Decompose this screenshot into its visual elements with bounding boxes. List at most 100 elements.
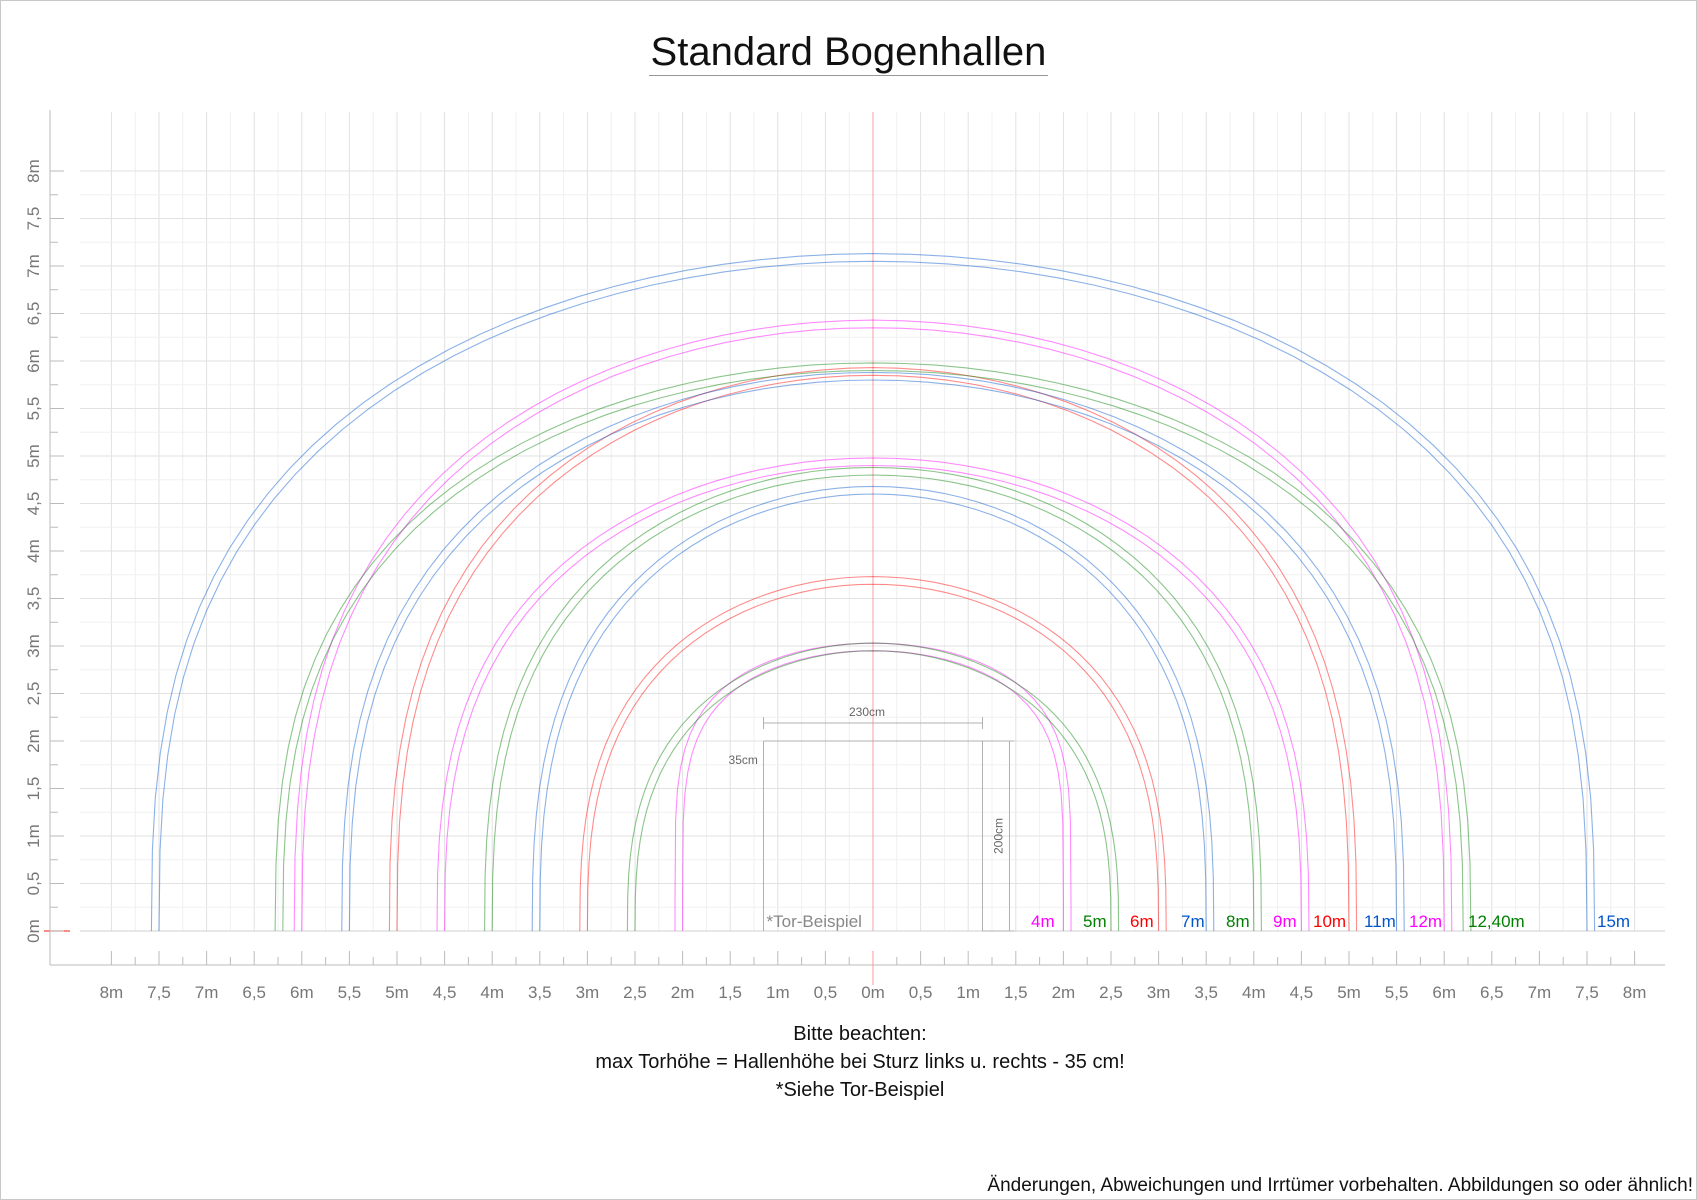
y-tick-label: 2m <box>24 729 43 753</box>
arch-line <box>396 374 1350 932</box>
x-tick-label: 0m <box>861 983 885 1002</box>
x-tick-label: 5,5 <box>1385 983 1409 1002</box>
x-tick-label: 7,5 <box>147 983 171 1002</box>
y-tick-label: 3m <box>24 634 43 658</box>
arch-line <box>282 369 1464 932</box>
x-tick-label: 1,5 <box>718 983 742 1002</box>
x-tick-label: 6m <box>1432 983 1456 1002</box>
arch-10m <box>388 367 1358 932</box>
arch-5m <box>626 642 1120 932</box>
x-tick-label: 6,5 <box>1480 983 1504 1002</box>
arch-line <box>301 327 1445 932</box>
x-tick-label: 8m <box>1623 983 1647 1002</box>
y-tick-label: 5,5 <box>24 397 43 421</box>
arch-8m <box>484 466 1262 932</box>
legend-label: 15m <box>1597 912 1630 931</box>
arch-chart: 8m 7,5 7m 6,5 6m 5,5 5m 4,5 4m 3,5 3m 2,5 2m 1,5 1m 0,5… <box>24 110 1665 1002</box>
door-width-label: 230cm <box>849 705 885 719</box>
y-tick-label: 4m <box>24 539 43 563</box>
x-tick-label: 7m <box>1528 983 1552 1002</box>
legend-label: 5m <box>1083 912 1107 931</box>
legend-label: 12m <box>1409 912 1442 931</box>
arch-line <box>348 379 1398 932</box>
y-tick-label: 6m <box>24 349 43 373</box>
arch-series <box>150 253 1596 932</box>
y-tick-label: 5m <box>24 444 43 468</box>
axes <box>44 110 1665 985</box>
y-tick-label: 4,5 <box>24 492 43 516</box>
arch-line <box>150 253 1596 932</box>
arch-line <box>586 583 1160 932</box>
x-tick-label: 0,5 <box>814 983 838 1002</box>
arch-line <box>634 650 1112 932</box>
y-tick-label: 0m <box>24 919 43 943</box>
door-example-label: *Tor-Beispiel <box>767 912 862 931</box>
x-tick-label: 8m <box>100 983 124 1002</box>
arch-9m <box>436 457 1310 932</box>
note-line-1: Bitte beachten: <box>793 1023 927 1045</box>
door-height-label: 200cm <box>991 818 1005 854</box>
arch-line <box>436 457 1310 932</box>
arch-7m <box>531 485 1215 932</box>
note-line-3: *Siehe Tor-Beispiel <box>775 1079 945 1101</box>
x-tick-label: 7,5 <box>1575 983 1599 1002</box>
x-tick-label: 2,5 <box>623 983 647 1002</box>
arch-line <box>388 367 1358 932</box>
arch-line <box>579 576 1167 932</box>
y-tick-label: 7,5 <box>24 207 43 231</box>
legend-label: 11m <box>1364 912 1396 931</box>
y-tick-label: 1,5 <box>24 777 43 801</box>
note-line-2: max Torhöhe = Hallenhöhe bei Sturz links… <box>595 1051 1125 1073</box>
y-tick-label: 8m <box>24 159 43 183</box>
x-tick-label: 2m <box>1052 983 1076 1002</box>
arch-4m <box>674 642 1072 931</box>
arch-line <box>484 466 1262 932</box>
tick-labels: 8m 7,5 7m 6,5 6m 5,5 5m 4,5 4m 3,5 3m 2,5 2m 1,5 1m 0,5… <box>24 159 1646 1002</box>
y-tick-label: 2,5 <box>24 682 43 706</box>
x-tick-label: 1m <box>956 983 980 1002</box>
x-tick-label: 6m <box>290 983 314 1002</box>
x-tick-label: 4m <box>480 983 504 1002</box>
y-tick-label: 3,5 <box>24 587 43 611</box>
x-tick-label: 1m <box>766 983 790 1002</box>
x-tick-label: 4,5 <box>1290 983 1314 1002</box>
x-tick-label: 4m <box>1242 983 1266 1002</box>
x-tick-label: 3m <box>1147 983 1171 1002</box>
legend: 4m 5m 6m 7m 8m 9m 10m 11m 12m 12,40m 15m <box>1031 912 1630 931</box>
arch-line <box>293 319 1453 932</box>
arch-11m <box>341 371 1405 932</box>
legend-label: 6m <box>1130 912 1154 931</box>
arch-line <box>158 260 1588 932</box>
arch-line <box>341 371 1405 932</box>
arch-line <box>626 642 1120 932</box>
y-tick-label: 7m <box>24 254 43 278</box>
arch-line <box>674 642 1072 931</box>
x-tick-label: 3m <box>576 983 600 1002</box>
y-tick-label: 6,5 <box>24 302 43 326</box>
page-title-container: Standard Bogenhallen <box>0 30 1697 76</box>
page-title: Standard Bogenhallen <box>648 30 1049 76</box>
arch-15m <box>150 253 1596 932</box>
arch-line <box>491 474 1255 932</box>
arch-line <box>531 485 1215 932</box>
x-tick-label: 5m <box>1337 983 1361 1002</box>
arch-line <box>444 464 1302 932</box>
x-tick-label: 3,5 <box>1194 983 1218 1002</box>
arch-6m <box>579 576 1167 932</box>
x-tick-label: 1,5 <box>1004 983 1028 1002</box>
x-tick-label: 5m <box>385 983 409 1002</box>
x-tick-label: 0,5 <box>909 983 933 1002</box>
arch-12-40m <box>274 362 1472 932</box>
notes-block: Bitte beachten: max Torhöhe = Hallenhöhe… <box>0 1020 1697 1104</box>
x-tick-label: 3,5 <box>528 983 552 1002</box>
x-tick-label: 7m <box>195 983 219 1002</box>
legend-label: 7m <box>1181 912 1205 931</box>
x-tick-label: 6,5 <box>242 983 266 1002</box>
x-tick-label: 5,5 <box>338 983 362 1002</box>
legend-label: 9m <box>1273 912 1297 931</box>
arch-12m <box>293 319 1453 932</box>
x-tick-label: 2,5 <box>1099 983 1123 1002</box>
y-tick-label: 1m <box>24 824 43 848</box>
legend-label: 8m <box>1226 912 1250 931</box>
arch-line <box>274 362 1472 932</box>
